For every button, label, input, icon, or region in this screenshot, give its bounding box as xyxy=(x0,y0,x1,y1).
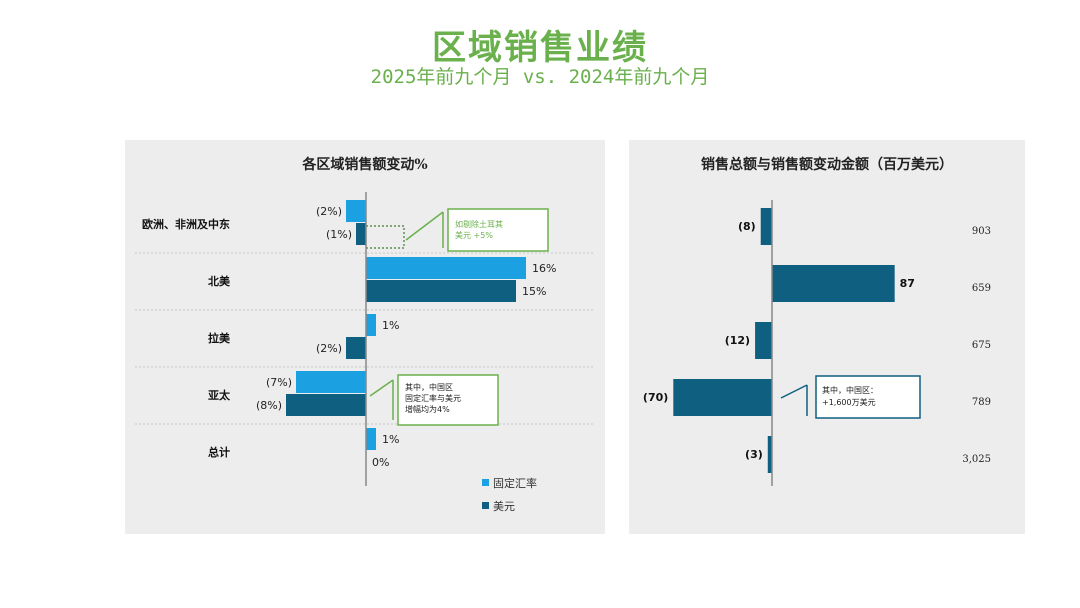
callout-leader-ex-turkey xyxy=(405,211,444,241)
callout-box-china xyxy=(397,374,499,426)
bar-usd-latam xyxy=(346,337,366,359)
ex-turkey-placeholder-bar xyxy=(365,225,405,249)
row-label-total: 总计 xyxy=(208,445,230,459)
row-label-apac: 亚太 xyxy=(208,388,231,402)
data-label-fixed-fx-latam: 1% xyxy=(382,319,399,332)
right-chart-svg: (8) 903 87 659 (12) 675 (70) 789 (3) 3,025 其中，中国区：… xyxy=(643,200,991,486)
bar-change-total xyxy=(767,436,772,473)
bar-usd-north-america xyxy=(366,280,516,302)
legend-swatch-fixed-fx xyxy=(482,479,489,486)
data-label-change-latam: (12) xyxy=(725,334,750,347)
bar-change-apac xyxy=(673,379,772,416)
right-chart-title: 销售总额与销售额变动金额（百万美元） xyxy=(701,157,953,173)
total-sales-latam: 675 xyxy=(972,340,991,351)
data-label-usd-emea: (1%) xyxy=(326,228,352,241)
legend-swatch-usd xyxy=(482,502,489,509)
bar-usd-emea xyxy=(356,223,366,245)
row-label-emea: 欧洲、非洲及中东 xyxy=(142,217,230,231)
left-chart-title: 各区域销售额变动% xyxy=(302,157,428,173)
row-label-latam: 拉美 xyxy=(208,331,231,345)
left-chart-svg: 欧洲、非洲及中东 (2%) (1%) 北美 16% 15% 拉美 1% (2%) 亚太 (7%) (8… xyxy=(135,192,595,513)
bar-change-latam xyxy=(755,322,772,359)
bar-change-emea xyxy=(760,208,772,245)
callout-box-china xyxy=(815,375,921,419)
callout-text-china: 其中，中国区 xyxy=(405,382,453,392)
total-sales-north-america: 659 xyxy=(972,283,991,294)
page-subtitle: 2025年前九个月 vs. 2024年前九个月 xyxy=(370,66,710,88)
callout-text-china: 增幅均为4% xyxy=(405,404,450,414)
data-label-fixed-fx-apac: (7%) xyxy=(266,376,292,389)
data-label-change-emea: (8) xyxy=(738,220,756,233)
data-label-change-total: (3) xyxy=(745,448,763,461)
data-label-usd-north-america: 15% xyxy=(522,285,546,298)
callout-text-china: 固定汇率与美元 xyxy=(405,393,461,403)
data-label-fixed-fx-total: 1% xyxy=(382,433,399,446)
callout-text-ex-turkey: 美元 +5% xyxy=(455,230,493,240)
callout-text-china: +1,600万美元 xyxy=(822,397,876,407)
left-chart-panel: 各区域销售额变动% 欧洲、非洲及中东 (2%) (1%) 北美 16% 15% 拉美 1% (2… xyxy=(125,140,605,534)
bar-fixed-fx-latam xyxy=(366,314,376,336)
callout-text-china: 其中，中国区： xyxy=(822,385,878,395)
row-label-north-america: 北美 xyxy=(208,274,231,288)
right-chart-panel: 销售总额与销售额变动金额（百万美元） (8) 903 87 659 (12) 675 (70… xyxy=(629,140,1025,534)
data-label-change-north-america: 87 xyxy=(900,277,915,290)
data-label-usd-total: 0% xyxy=(372,456,389,469)
data-label-change-apac: (70) xyxy=(643,391,668,404)
data-label-fixed-fx-emea: (2%) xyxy=(316,205,342,218)
bar-fixed-fx-emea xyxy=(346,200,366,222)
bar-change-north-america xyxy=(772,265,895,302)
bar-fixed-fx-apac xyxy=(296,371,366,393)
callout-leader-china xyxy=(369,379,394,397)
bar-fixed-fx-north-america xyxy=(366,257,526,279)
callout-text-ex-turkey: 如剔除土耳其 xyxy=(455,219,503,229)
total-sales-emea: 903 xyxy=(972,226,991,237)
total-sales-apac: 789 xyxy=(972,397,991,408)
page-title: 区域销售业绩 xyxy=(432,28,648,68)
data-label-usd-latam: (2%) xyxy=(316,342,342,355)
total-sales-total: 3,025 xyxy=(962,454,991,465)
bar-fixed-fx-total xyxy=(366,428,376,450)
data-label-fixed-fx-north-america: 16% xyxy=(532,262,556,275)
legend-label-usd: 美元 xyxy=(493,500,515,513)
bar-usd-apac xyxy=(286,394,366,416)
callout-box-ex-turkey xyxy=(447,208,549,252)
callout-leader-china xyxy=(780,384,808,399)
data-label-usd-apac: (8%) xyxy=(256,399,282,412)
legend-label-fixed-fx: 固定汇率 xyxy=(493,476,537,490)
